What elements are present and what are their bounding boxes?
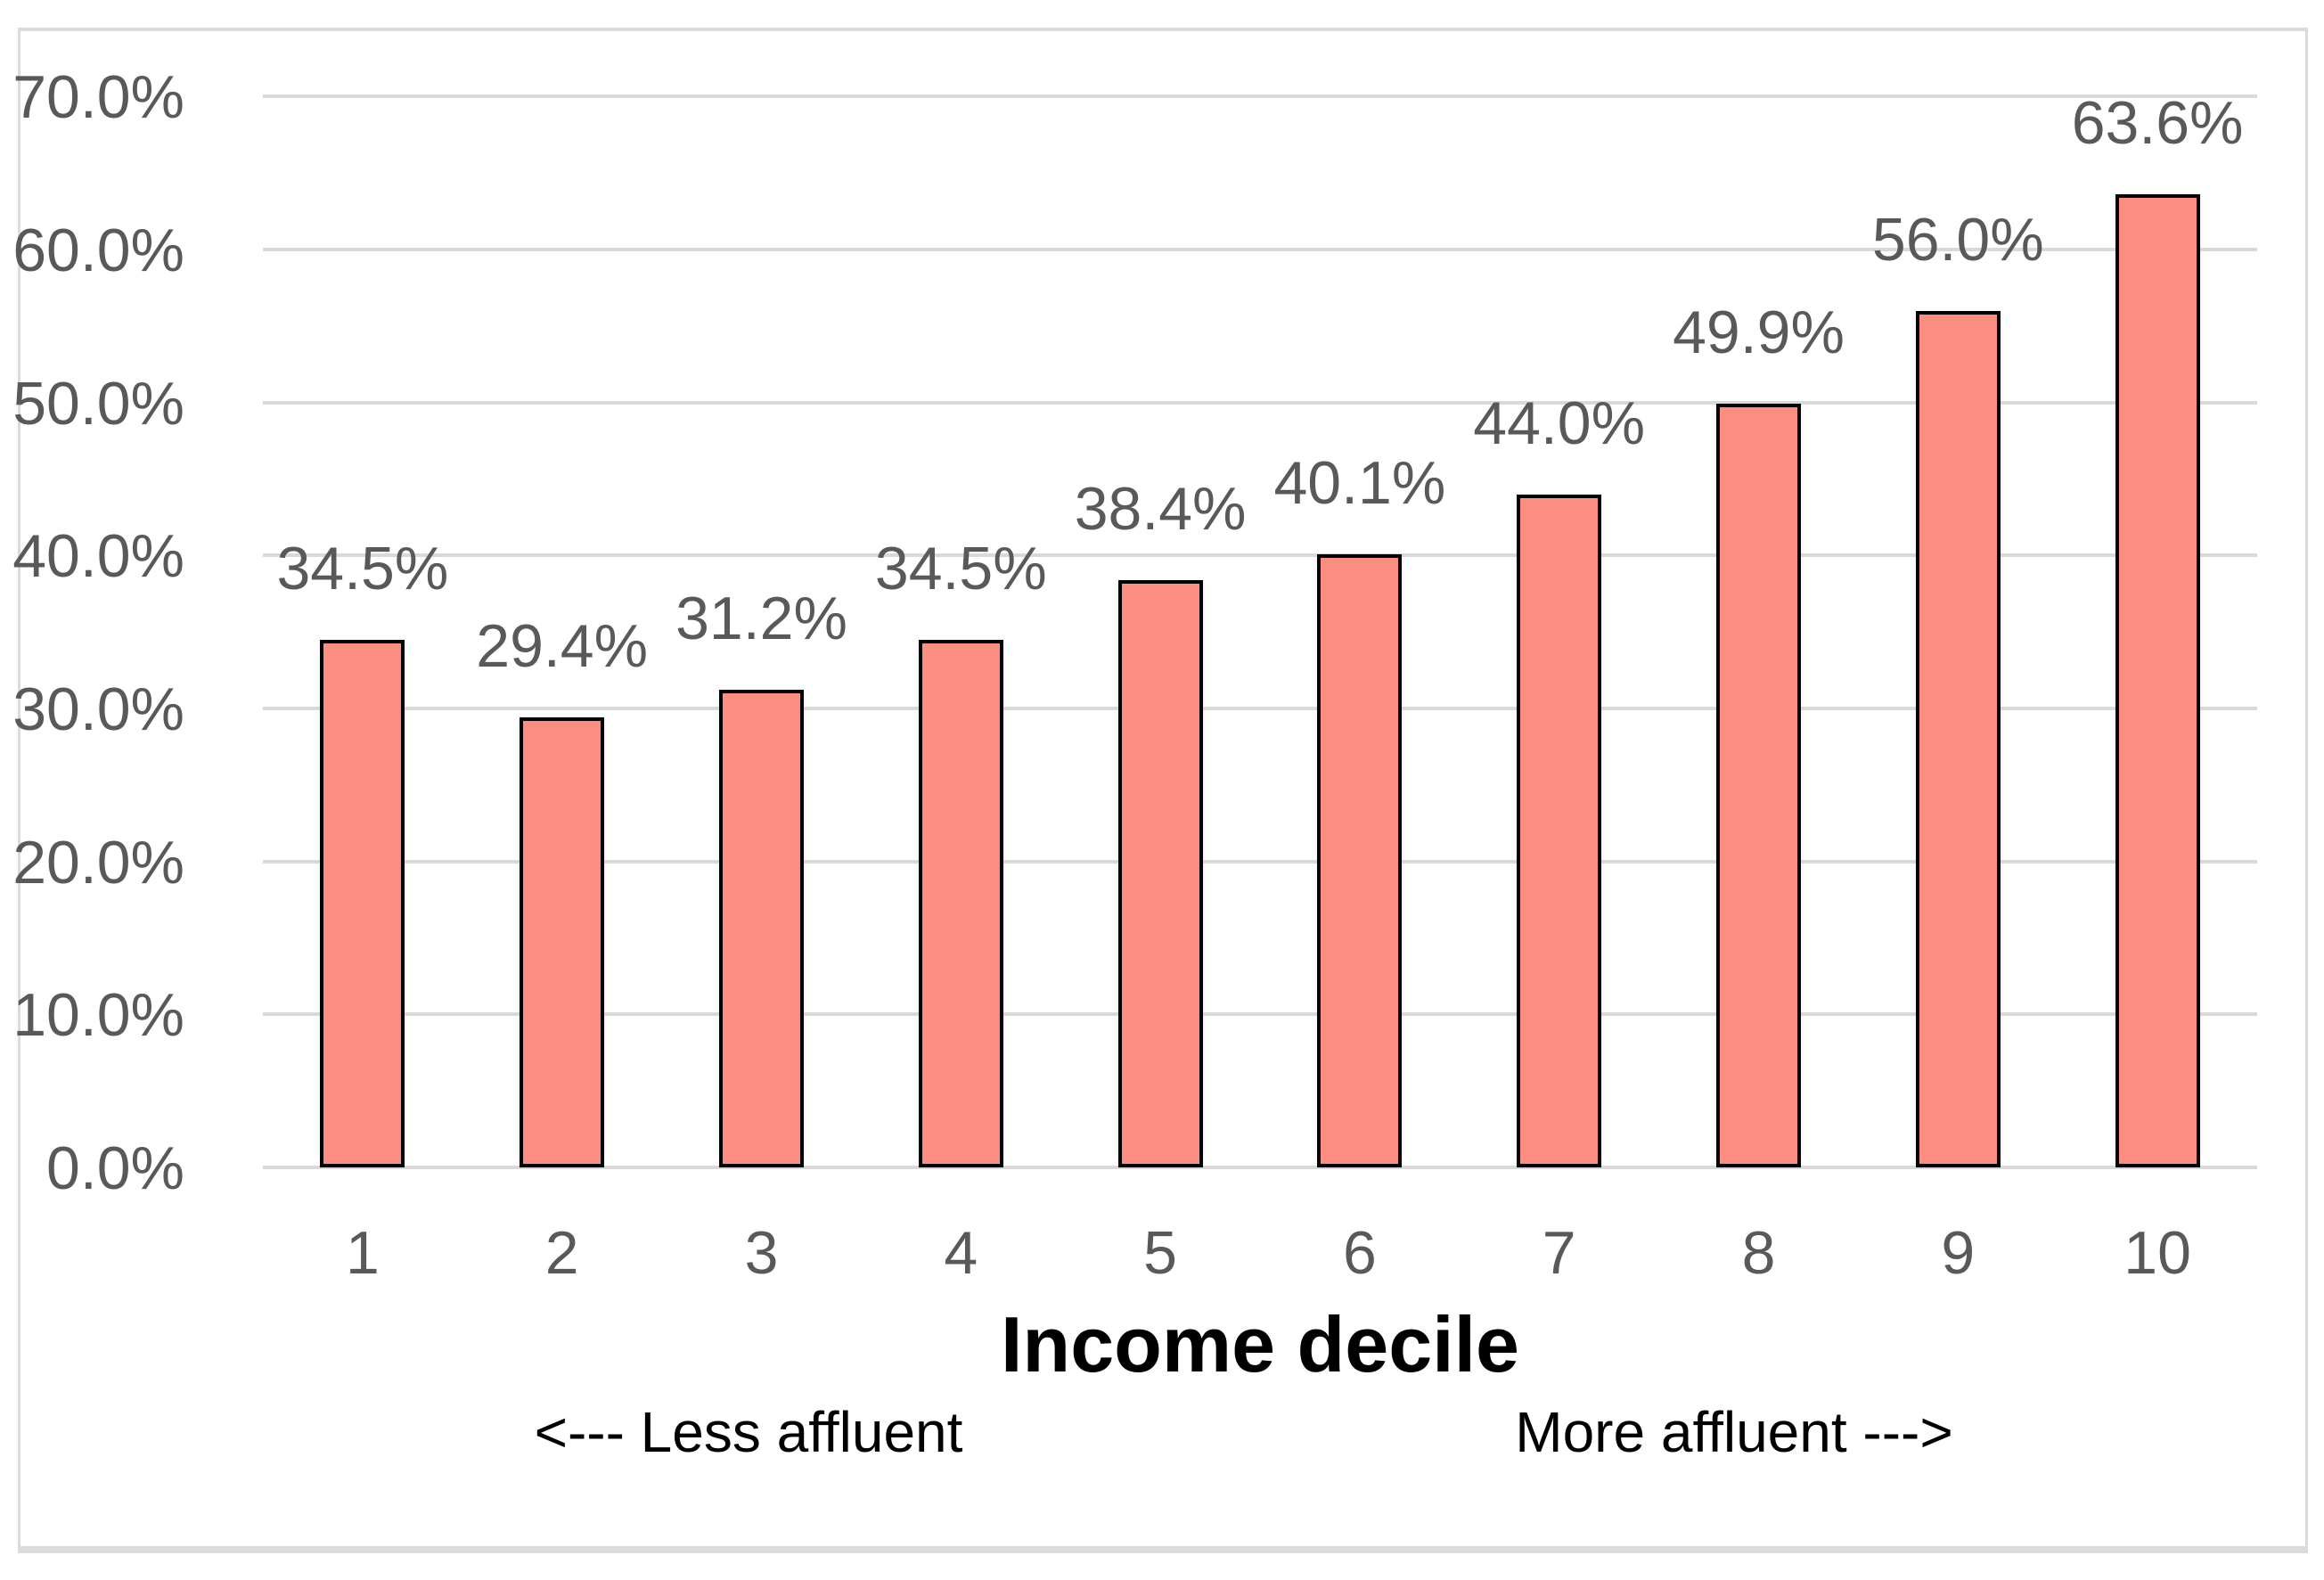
bar bbox=[2115, 194, 2200, 1167]
x-tick-label: 9 bbox=[1941, 1219, 1976, 1287]
bar bbox=[1517, 494, 1602, 1167]
x-tick-label: 8 bbox=[1741, 1219, 1776, 1287]
gridline bbox=[263, 706, 2257, 710]
bar-value-label: 34.5% bbox=[874, 534, 1047, 602]
x-tick-label: 1 bbox=[345, 1219, 380, 1287]
bar-value-label: 31.2% bbox=[675, 585, 847, 653]
bar bbox=[719, 690, 804, 1167]
bar bbox=[520, 717, 605, 1167]
bar bbox=[1915, 310, 2001, 1167]
x-tick-label: 10 bbox=[2124, 1219, 2191, 1287]
x-tick-label: 3 bbox=[744, 1219, 779, 1287]
gridline bbox=[263, 247, 2257, 251]
y-tick-label: 60.0% bbox=[12, 216, 184, 284]
gridline bbox=[263, 1012, 2257, 1017]
bar-value-label: 40.1% bbox=[1273, 448, 1446, 517]
y-tick-label: 70.0% bbox=[12, 63, 184, 132]
gridline bbox=[263, 859, 2257, 864]
y-tick-label: 0.0% bbox=[46, 1134, 184, 1202]
x-tick-label: 6 bbox=[1342, 1219, 1377, 1287]
x-axis-title: Income decile bbox=[1000, 1300, 1519, 1388]
gridline bbox=[263, 400, 2257, 405]
chart-border bbox=[18, 28, 2308, 1553]
y-tick-label: 10.0% bbox=[12, 981, 184, 1050]
bar bbox=[918, 639, 1003, 1167]
bar-value-label: 56.0% bbox=[1871, 205, 2044, 274]
annotation-less-affluent: <--- Less affluent bbox=[534, 1400, 963, 1464]
bar-value-label: 49.9% bbox=[1673, 299, 1845, 367]
y-tick-label: 50.0% bbox=[12, 369, 184, 438]
y-tick-label: 30.0% bbox=[12, 675, 184, 743]
bar-value-label: 63.6% bbox=[2071, 89, 2244, 158]
bar bbox=[1117, 579, 1203, 1167]
bar bbox=[1716, 404, 1801, 1167]
x-tick-label: 7 bbox=[1542, 1219, 1576, 1287]
x-tick-label: 5 bbox=[1143, 1219, 1177, 1287]
bar bbox=[320, 639, 405, 1167]
bar-value-label: 34.5% bbox=[276, 534, 449, 602]
gridline bbox=[263, 553, 2257, 558]
annotation-more-affluent: More affluent ---> bbox=[1515, 1400, 1953, 1464]
x-tick-label: 2 bbox=[544, 1219, 579, 1287]
bar-value-label: 38.4% bbox=[1074, 474, 1247, 543]
gridline bbox=[263, 1166, 2257, 1169]
gridline bbox=[263, 94, 2257, 99]
y-tick-label: 20.0% bbox=[12, 828, 184, 896]
bar-value-label: 44.0% bbox=[1473, 389, 1646, 457]
x-tick-label: 4 bbox=[944, 1219, 978, 1287]
bar-value-label: 29.4% bbox=[476, 612, 649, 681]
bar bbox=[1317, 553, 1403, 1167]
y-tick-label: 40.0% bbox=[12, 522, 184, 591]
